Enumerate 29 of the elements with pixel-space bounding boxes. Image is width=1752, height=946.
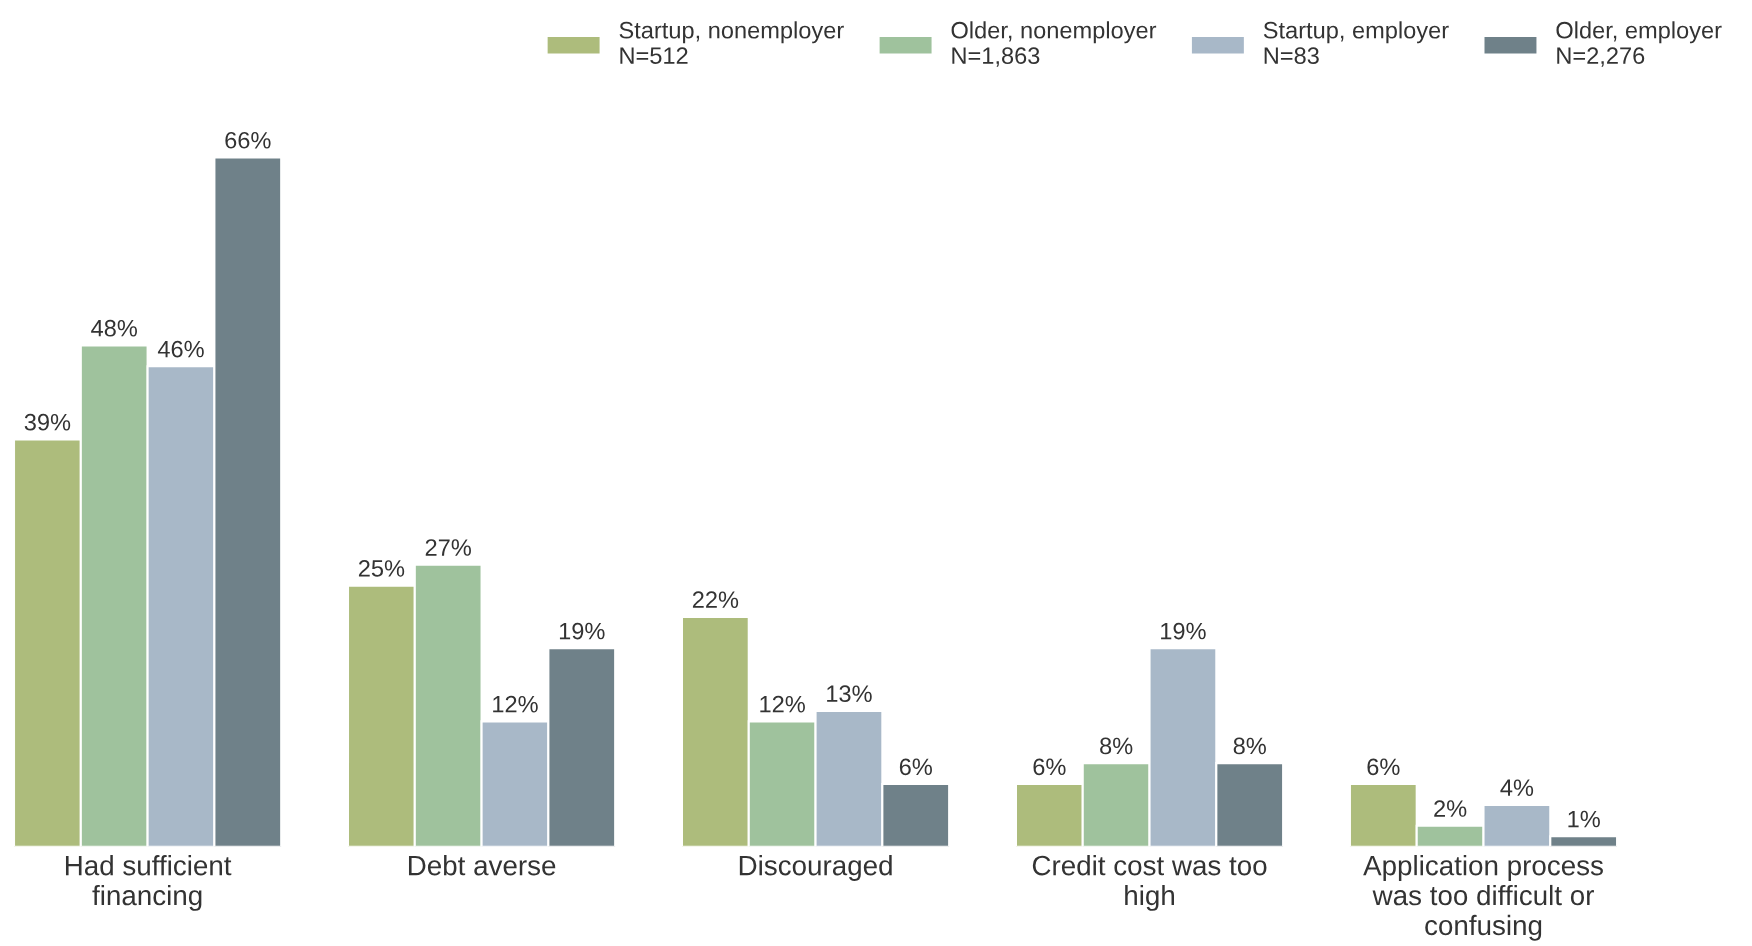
data-label: 46% (157, 340, 204, 358)
data-label: 25% (358, 560, 405, 577)
data-label: 1% (1568, 810, 1600, 828)
data-label: 48% (91, 319, 137, 337)
legend-label: Older, employer N=2,276 (1556, 21, 1722, 67)
legend-label: Older, nonemployer N=1,863 (951, 21, 1157, 67)
legend-label: Startup, employer N=83 (1263, 21, 1449, 65)
data-label: 4% (1500, 779, 1534, 796)
data-label: 13% (827, 685, 872, 703)
data-label: 22% (692, 591, 739, 608)
data-label: 27% (425, 539, 471, 556)
x-tick-label: Debt averse (408, 855, 556, 876)
x-tick-label: Application process was too difficult or confusing (1363, 855, 1603, 941)
data-label: 19% (559, 622, 605, 640)
data-label: 6% (1367, 758, 1400, 776)
data-label: 12% (760, 695, 805, 713)
data-label: 6% (1033, 758, 1066, 776)
x-tick-label: Credit cost was too high (1032, 855, 1267, 911)
data-label: 12% (493, 695, 538, 713)
data-label: 8% (1233, 737, 1266, 755)
x-tick-label: Discouraged (739, 855, 892, 881)
data-label: 66% (225, 131, 271, 149)
data-label: 6% (899, 758, 932, 776)
data-label: 8% (1100, 737, 1133, 755)
data-label: 2% (1434, 800, 1467, 817)
x-tick-label: Had sufficient financing (65, 855, 232, 911)
data-label: 39% (24, 413, 71, 431)
legend-label: Startup, nonemployer N=512 (619, 21, 844, 65)
data-label: 19% (1161, 622, 1206, 640)
